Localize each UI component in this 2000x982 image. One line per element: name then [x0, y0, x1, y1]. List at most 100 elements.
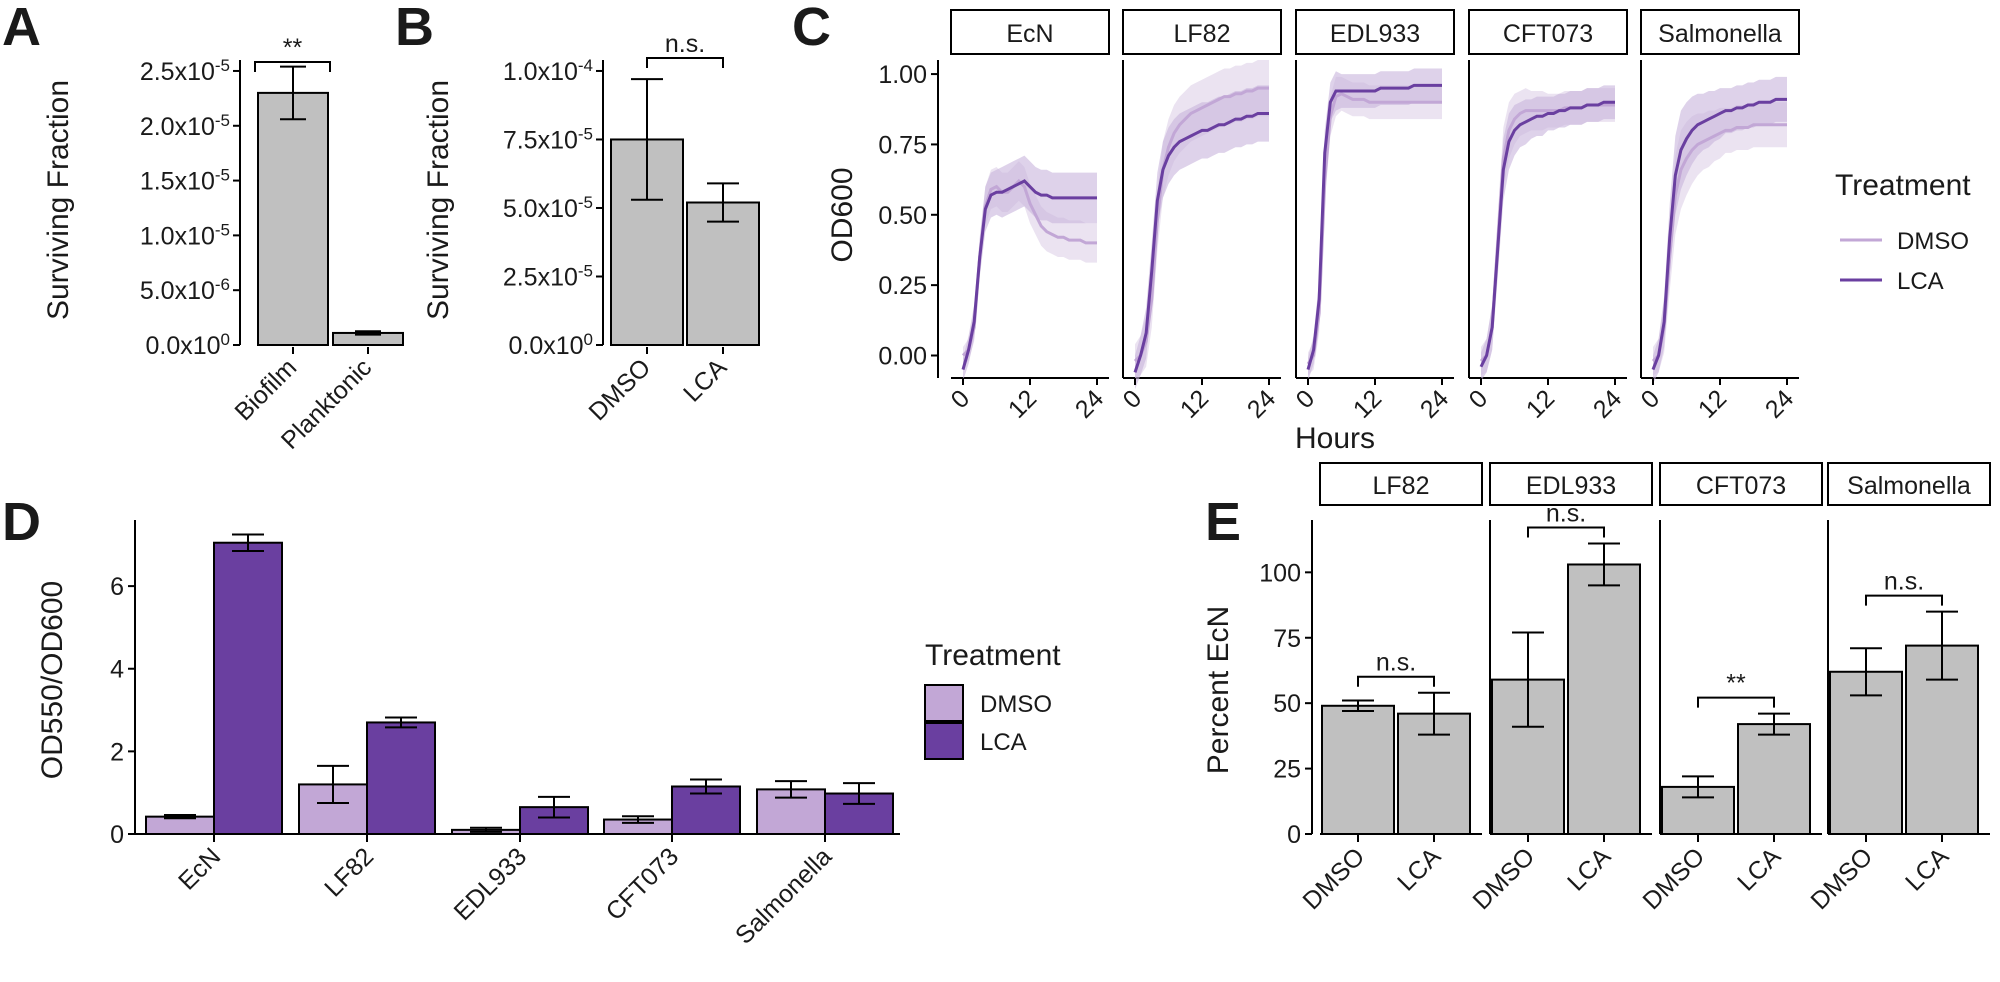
panel-e-y-tick-label: 50	[1273, 690, 1301, 718]
panel-c-legend-label: LCA	[1897, 268, 1944, 295]
panel-e-significance-bracket	[1357, 675, 1435, 687]
panel-e-x-tick-label: DMSO	[1805, 842, 1878, 915]
panel-d-y-axis-title: OD550/OD600	[36, 581, 69, 779]
panel-d-bar-lca	[213, 541, 283, 835]
panel-e-significance-bracket	[1697, 696, 1775, 708]
panel-b-x-tick-label: DMSO	[583, 353, 656, 426]
panel-e-y-axis-title: Percent EcN	[1202, 606, 1235, 774]
panel-e-significance-bracket	[1865, 594, 1943, 606]
panel-c-y-tick-label: 0.75	[878, 131, 927, 159]
panel-e-x-tick-label: LCA	[1732, 842, 1786, 896]
panel-a-bar	[257, 91, 329, 346]
panel-b-y-tick-label: 2.5x10-5	[503, 261, 593, 292]
panel-c-ribbon-lca	[1308, 68, 1442, 381]
panel-e-facet-strip	[1489, 462, 1653, 506]
panel-c-facet-label: LF82	[1174, 20, 1231, 48]
panel-c-facet-strip	[950, 9, 1110, 55]
panel-e-significance-label: n.s.	[1376, 649, 1416, 677]
panel-e-facet-strip	[1827, 462, 1991, 506]
panel-c-line-dmso	[1133, 86, 1269, 363]
panel-c-legend-label: DMSO	[1897, 228, 1969, 255]
panel-e-significance-bracket	[1527, 526, 1605, 538]
panel-b-y-tick-label: 7.5x10-5	[503, 124, 593, 155]
panel-e-significance-label: **	[1726, 670, 1746, 698]
panel-e-significance-label: n.s.	[1884, 568, 1924, 596]
panel-e-significance-label: n.s.	[1546, 500, 1586, 528]
panel-d-legend-label: LCA	[980, 729, 1027, 756]
panel-e-x-tick-label: LCA	[1900, 842, 1954, 896]
panel-c-line-lca	[1133, 111, 1269, 373]
panel-e-bar	[1737, 723, 1811, 835]
panel-c-x-tick-label: 12	[1348, 384, 1387, 423]
panel-b-y-tick-label: 1.0x10-4	[503, 55, 593, 86]
panel-a-y-tick-label: 2.0x10-5	[140, 110, 230, 141]
panel-b-y-tick-label: 5.0x10-5	[503, 192, 593, 223]
panel-c-x-tick-label: 12	[1693, 384, 1732, 423]
panel-d-y-tick-label: 0	[110, 821, 124, 849]
panel-b-x-tick-label: LCA	[678, 353, 732, 407]
panel-c-ribbon-dmso	[1308, 76, 1442, 376]
panel-d-x-tick-label: CFT073	[601, 842, 685, 926]
panel-c-line-dmso	[1479, 103, 1615, 363]
panel-d-legend-label: DMSO	[980, 691, 1052, 718]
panel-c-ribbon-lca	[1135, 85, 1269, 390]
panel-c-facet-strip	[1295, 9, 1455, 55]
panel-c-ribbon-dmso	[1481, 88, 1615, 376]
panel-c-x-tick-label: 12	[1521, 384, 1560, 423]
panel-b-significance-label: n.s.	[665, 30, 705, 58]
panel-c-x-tick-label: 24	[1242, 384, 1282, 424]
panel-d-legend-swatch	[924, 684, 964, 722]
panel-c-x-axis-title: Hours	[1295, 422, 1375, 455]
panel-d-bar-lca	[824, 792, 894, 835]
panel-c-line-lca	[961, 179, 1097, 370]
panel-d-legend-swatch	[924, 722, 964, 760]
panel-c-x-tick-label: 0	[1636, 384, 1666, 414]
panel-e-y-tick-label: 75	[1273, 625, 1301, 653]
panel-c-x-tick-label: 24	[1760, 384, 1800, 424]
panel-c-facet-strip	[1122, 9, 1282, 55]
panel-c-facet-label: CFT073	[1503, 20, 1593, 48]
panel-a-chart: Surviving Fraction 0.0x100 5.0x10-6 1.0x10-…	[42, 34, 404, 455]
panel-c-x-tick-label: 0	[1118, 384, 1148, 414]
panel-e-facet-strip	[1659, 462, 1823, 506]
panel-c-chart: OD600 0.00 0.25 0.50 0.75 1.00 EcN 0 12 24 LF82 0 12…	[826, 9, 1971, 455]
panel-a-y-tick-label: 0.0x100	[145, 330, 230, 361]
panel-c-line-lca	[1306, 83, 1442, 370]
panel-a-y-tick-label: 2.5x10-5	[140, 55, 230, 86]
panel-c-line-lca	[1651, 97, 1787, 371]
panel-a-significance-label: **	[283, 34, 303, 62]
panel-e-x-tick-label: LCA	[1392, 842, 1446, 896]
panel-c-y-tick-label: 0.50	[878, 202, 927, 230]
panel-b-y-axis-title: Surviving Fraction	[422, 80, 455, 320]
panel-e-bar	[1567, 563, 1641, 835]
panel-c-x-tick-label: 12	[1003, 384, 1042, 423]
panel-c-facet-label: EcN	[1006, 20, 1053, 48]
panel-c-x-tick-label: 24	[1415, 384, 1455, 424]
panel-label-b: B	[395, 0, 434, 57]
panel-c-x-tick-label: 24	[1588, 384, 1628, 424]
panel-c-facet-label: Salmonella	[1658, 20, 1782, 48]
panel-c-x-tick-label: 0	[946, 384, 976, 414]
panel-c-y-tick-label: 1.00	[878, 61, 927, 89]
panel-c-ribbon-lca	[1481, 85, 1615, 381]
panel-c-x-tick-label: 12	[1175, 384, 1214, 423]
panel-label-c: C	[792, 0, 831, 57]
panel-e-facet-strip	[1319, 462, 1483, 506]
panel-a-y-tick-label: 5.0x10-6	[140, 275, 230, 306]
panel-a-y-tick-label: 1.5x10-5	[140, 165, 230, 196]
panel-d-x-tick-label: EcN	[173, 842, 226, 895]
panel-c-line-dmso	[1651, 123, 1787, 363]
panel-c-line-dmso	[1306, 92, 1442, 365]
panel-e-y-tick-label: 100	[1259, 559, 1301, 587]
panel-e-facet-label: LF82	[1373, 472, 1430, 500]
panel-d-legend-title: Treatment	[925, 639, 1061, 672]
panel-a-x-tick-label: Biofilm	[229, 353, 302, 426]
panel-label-e: E	[1205, 492, 1241, 552]
panel-c-facet-strip	[1640, 9, 1800, 55]
panel-c-x-tick-label: 0	[1291, 384, 1321, 414]
panel-a-y-axis-title: Surviving Fraction	[42, 80, 75, 320]
panel-e-y-tick-label: 0	[1287, 821, 1301, 849]
panel-d-x-tick-label: Salmonella	[730, 842, 837, 949]
panel-c-x-tick-label: 0	[1464, 384, 1494, 414]
